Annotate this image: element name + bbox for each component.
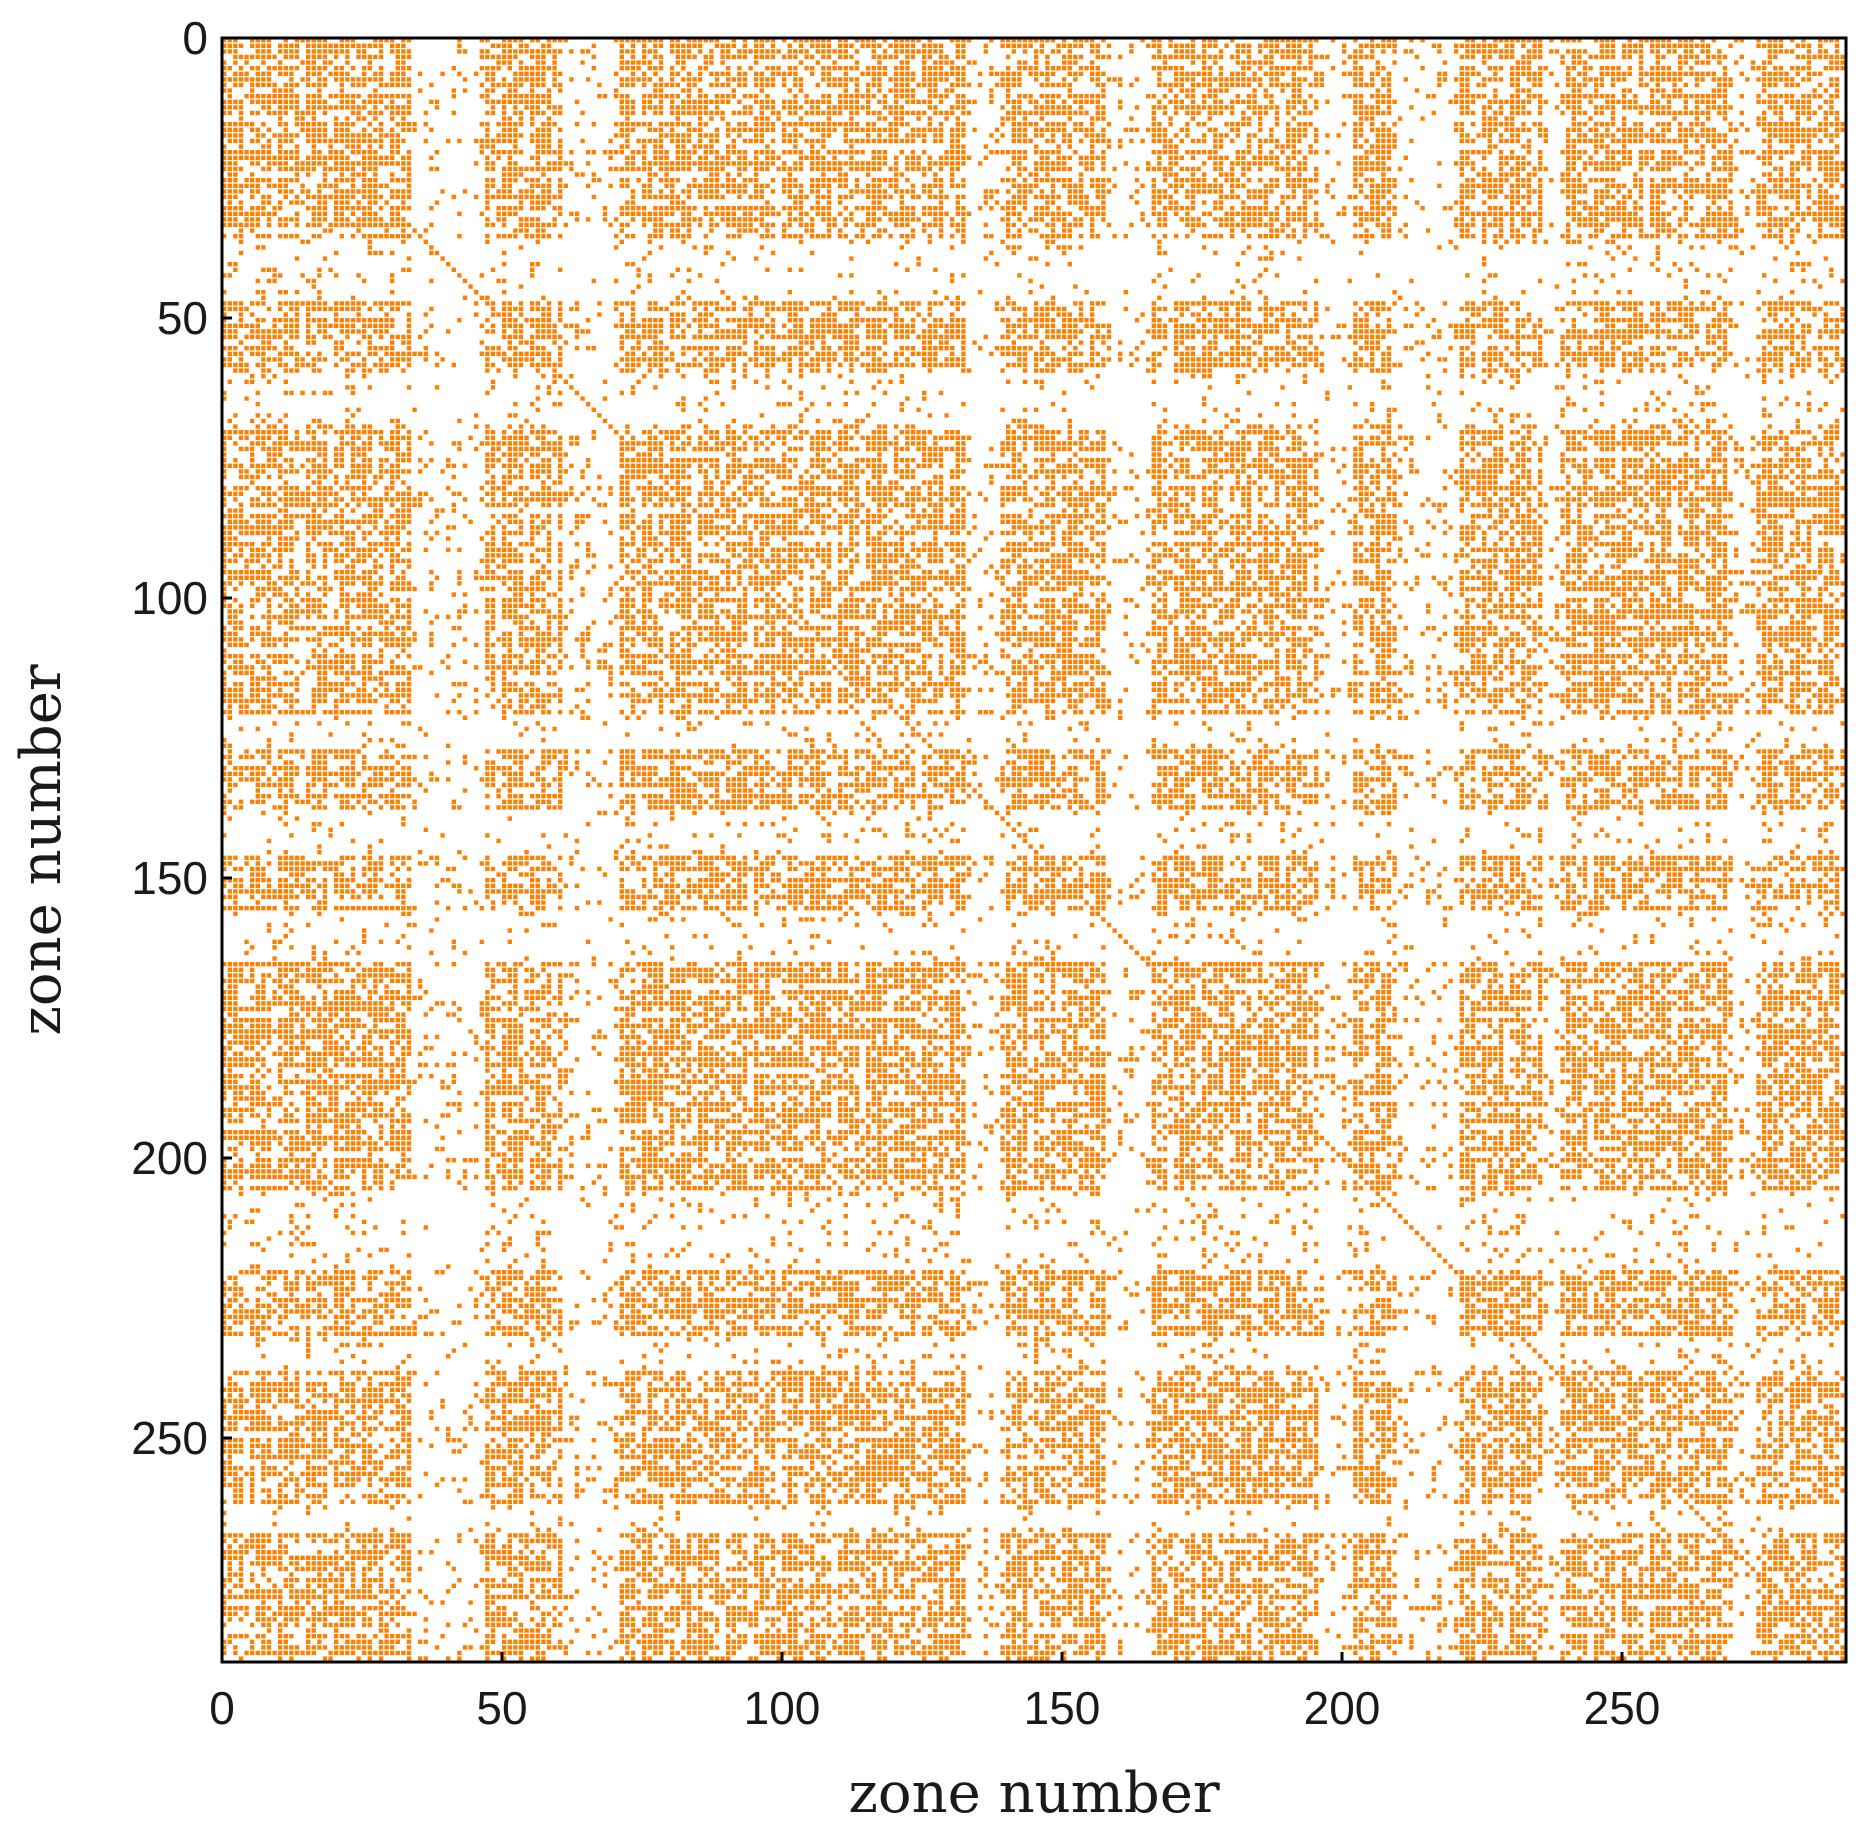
y-axis: 0 50 100 150 200 250 [131, 12, 232, 1464]
matrix-cell-marks [222, 38, 1845, 1661]
y-tick-label: 200 [131, 1132, 208, 1184]
x-tick-label: 250 [1584, 1682, 1661, 1734]
y-tick-label: 150 [131, 852, 208, 904]
y-axis-title: zone number [9, 664, 74, 1035]
x-tick-label: 100 [744, 1682, 821, 1734]
matrix-cells [222, 38, 1845, 1661]
y-tick-label: 100 [131, 572, 208, 624]
x-axis: 0 50 100 150 200 250 [209, 1652, 1660, 1734]
x-tick-label: 50 [476, 1682, 527, 1734]
x-axis-title: zone number [848, 1761, 1219, 1826]
y-tick-label: 0 [182, 12, 208, 64]
x-tick-label: 200 [1304, 1682, 1381, 1734]
plot-frame [220, 36, 1848, 1664]
y-tick-label: 50 [157, 292, 208, 344]
x-tick-label: 0 [209, 1682, 235, 1734]
y-tick-label: 250 [131, 1412, 208, 1464]
x-tick-label: 150 [1024, 1682, 1101, 1734]
